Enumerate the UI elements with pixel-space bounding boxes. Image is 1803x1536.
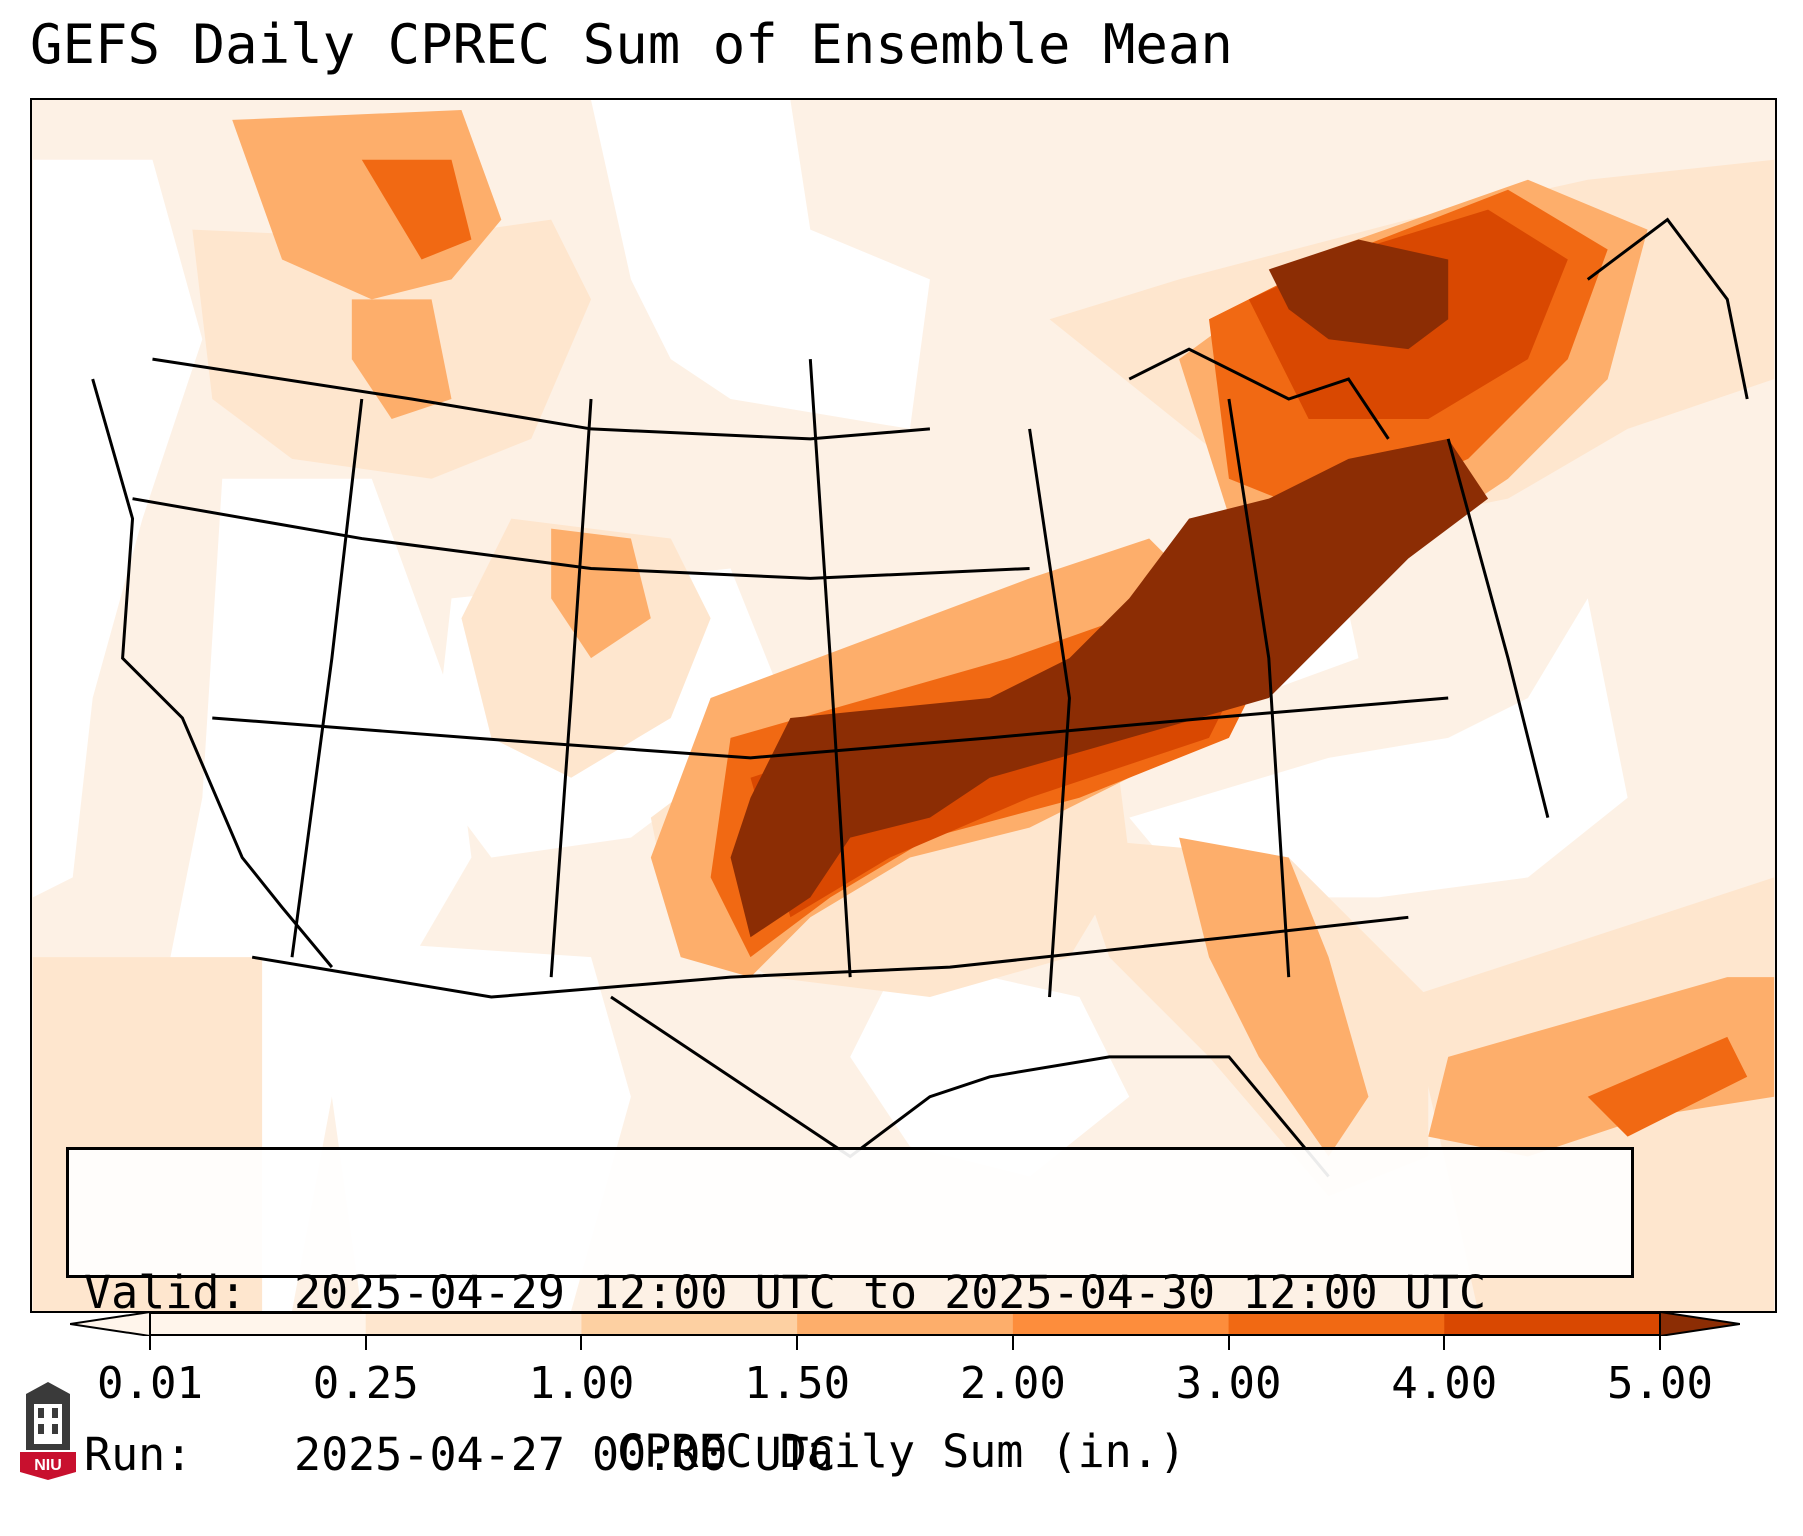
run-text: 2025-04-27 00:00 UTC <box>294 1428 836 1481</box>
colorbar-tick-label: 1.50 <box>744 1358 851 1409</box>
run-label: Run: <box>84 1428 193 1481</box>
colorbar-max-extend <box>1659 1312 1740 1336</box>
colorbar-min-extend <box>70 1312 151 1336</box>
colorbar-label: CPREC Daily Sum (in.) <box>617 1425 1186 1478</box>
colorbar-tick-mark <box>796 1336 799 1350</box>
colorbar-segment <box>797 1312 1014 1336</box>
map-canvas <box>32 100 1775 1311</box>
colorbar-tick-mark <box>580 1336 583 1350</box>
valid-row: Valid: 2025-04-29 12:00 UTC to 2025-04-30… <box>84 1266 1631 1320</box>
colorbar-tick-label: 1.00 <box>528 1358 635 1409</box>
colorbar-tick-label: 0.01 <box>97 1358 203 1409</box>
colorbar-segment <box>1444 1312 1661 1336</box>
colorbar <box>70 1312 1740 1336</box>
state-borders <box>91 217 1749 1178</box>
valid-text: 2025-04-29 12:00 UTC to 2025-04-30 12:00… <box>294 1266 1487 1319</box>
colorbar-tick-label: 0.25 <box>312 1358 419 1409</box>
colorbar-segment <box>150 1312 367 1336</box>
heaviest-precip-areas <box>730 239 1489 938</box>
valid-run-info-box: Valid: 2025-04-29 12:00 UTC to 2025-04-30… <box>66 1147 1634 1481</box>
colorbar-tick-label: 5.00 <box>1607 1358 1713 1409</box>
colorbar-segment <box>365 1312 582 1336</box>
colorbar-tick-mark <box>149 1336 151 1350</box>
logo-text: NIU <box>34 1457 62 1474</box>
colorbar-tick-label: 3.00 <box>1175 1358 1282 1409</box>
colorbar-tick-mark <box>1443 1336 1446 1350</box>
colorbar-segment <box>1228 1312 1445 1336</box>
colorbar-tick-mark <box>1659 1336 1661 1350</box>
colorbar-tick-label: 2.00 <box>959 1358 1066 1409</box>
colorbar-tick-mark <box>364 1336 367 1350</box>
map-title: GEFS Daily CPREC Sum of Ensemble Mean <box>30 13 1233 76</box>
niu-logo: NIU <box>20 1382 76 1480</box>
valid-label: Valid: <box>84 1266 247 1319</box>
run-row: Run: 2025-04-27 00:00 UTC <box>84 1428 1631 1482</box>
precipitation-map <box>30 98 1777 1313</box>
colorbar-segment <box>581 1312 798 1336</box>
colorbar-tick-mark <box>1011 1336 1014 1350</box>
colorbar-segment <box>1012 1312 1230 1336</box>
colorbar-outline <box>149 1312 1661 1336</box>
colorbar-tick-label: 4.00 <box>1391 1358 1498 1409</box>
colorbar-tick-mark <box>1227 1336 1230 1350</box>
